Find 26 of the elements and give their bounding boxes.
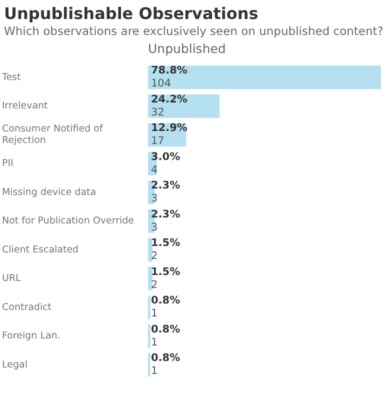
data-label: 0.8% 1 [151, 352, 181, 378]
y-tick-label: Foreign Lan. [2, 330, 60, 342]
data-label: 2.3% 3 [151, 208, 181, 234]
data-label: 3.0% 4 [151, 150, 181, 176]
chart-title: Unpublishable Observations [4, 4, 260, 23]
y-tick-label: URL [2, 273, 22, 284]
y-tick-label: Legal [2, 359, 28, 370]
bar [148, 66, 381, 90]
data-label: 0.8% 1 [151, 323, 181, 348]
y-tick-label: Irrelevant [2, 100, 48, 112]
y-tick-label: Test [1, 72, 21, 83]
y-tick-label: Client Escalated [2, 244, 79, 256]
data-label: 78.8% 104 [151, 64, 188, 90]
data-label: 0.8% 1 [151, 294, 181, 320]
y-tick-label: Not for Publication Override [2, 216, 134, 227]
y-tick-label: Contradict [2, 302, 52, 313]
y-tick-label: Missing device data [2, 186, 96, 198]
x-axis-title: Unpublished [148, 40, 226, 56]
data-label: 1.5% 2 [151, 266, 181, 291]
data-label: 1.5% 2 [151, 237, 181, 262]
data-label: 24.2% 32 [151, 93, 188, 118]
data-label: 12.9% 17 [151, 122, 188, 148]
chart-subtitle: Which observations are exclusively seen on unpublished content? [4, 24, 384, 38]
data-label: 2.3% 3 [151, 180, 181, 205]
y-tick-label: PII [2, 158, 14, 170]
y-tick-label: Consumer Notified of Rejection [2, 124, 104, 146]
